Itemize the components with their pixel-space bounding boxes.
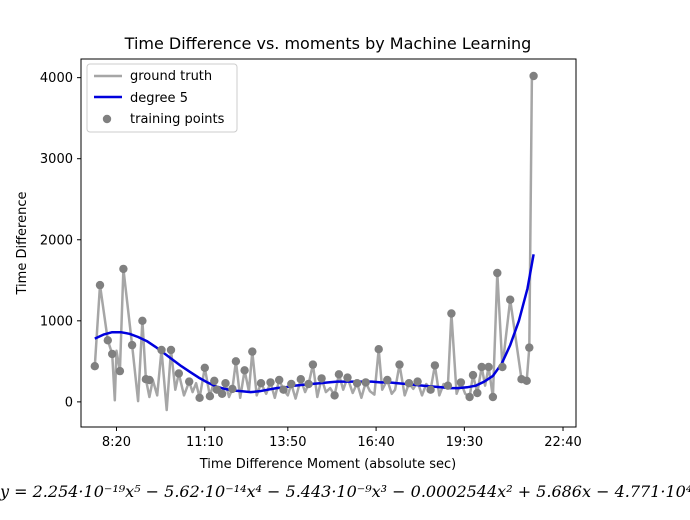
- y-tick-label: 3000: [40, 152, 73, 167]
- training-point: [157, 345, 166, 355]
- chart-title: Time Difference vs. moments by Machine L…: [124, 34, 532, 53]
- x-axis-ticks: 8:20 11:10 13:50 16:40 19:30 22:40: [102, 427, 582, 450]
- legend-label-ground-truth: ground truth: [130, 69, 212, 84]
- training-point: [256, 379, 266, 388]
- training-point: [506, 295, 515, 304]
- training-point: [275, 375, 284, 385]
- training-point: [240, 366, 249, 375]
- training-point: [477, 362, 486, 372]
- plot-frame: [80, 58, 577, 428]
- training-point: [484, 362, 493, 372]
- training-point: [95, 280, 105, 290]
- training-point: [115, 366, 125, 376]
- training-point: [488, 392, 498, 402]
- y-tick-label: 0: [65, 395, 73, 410]
- training-point: [200, 363, 209, 372]
- training-point: [334, 370, 344, 379]
- training-point: [522, 376, 531, 385]
- legend-label-training-points: training points: [130, 112, 225, 127]
- training-point: [383, 375, 392, 385]
- y-axis-label: Time Difference: [15, 192, 30, 296]
- series-line-ground-truth: [93, 74, 534, 412]
- training-point: [231, 357, 241, 366]
- series-layer: [90, 71, 538, 412]
- y-axis-ticks: 0 1000 2000 3000 4000: [40, 71, 81, 410]
- training-point: [217, 389, 227, 398]
- training-point: [138, 316, 147, 325]
- training-point: [430, 361, 440, 370]
- x-axis-label: Time Difference Moment (absolute sec): [199, 457, 456, 472]
- training-point: [374, 345, 383, 354]
- plot-area: [80, 58, 577, 428]
- training-point: [195, 393, 204, 402]
- x-tick-label: 13:50: [269, 435, 306, 450]
- training-point: [279, 385, 288, 394]
- training-point: [493, 268, 502, 278]
- training-point: [119, 264, 128, 274]
- training-point: [127, 340, 137, 350]
- training-point: [404, 379, 414, 388]
- training-point: [361, 378, 370, 387]
- x-tick-label: 16:40: [357, 435, 394, 450]
- legend-label-degree-5: degree 5: [130, 91, 188, 106]
- y-tick-label: 1000: [40, 314, 73, 329]
- y-tick-label: 4000: [40, 71, 73, 86]
- training-point: [473, 388, 482, 398]
- y-tick-label: 2000: [40, 233, 73, 248]
- training-point: [174, 369, 183, 378]
- training-point: [228, 384, 237, 394]
- training-point: [426, 385, 435, 394]
- training-point: [498, 362, 507, 372]
- training-point: [456, 378, 466, 387]
- training-point: [468, 370, 478, 380]
- training-point: [210, 376, 219, 385]
- training-point: [205, 392, 215, 401]
- training-point: [529, 71, 538, 81]
- training-point: [185, 377, 194, 386]
- x-tick-label: 11:10: [186, 435, 223, 450]
- training-point: [248, 347, 257, 356]
- training-point: [108, 349, 117, 359]
- training-point: [352, 379, 362, 388]
- legend-frame: [86, 63, 238, 133]
- training-point: [465, 392, 474, 402]
- training-point: [145, 375, 154, 385]
- training-point: [317, 374, 326, 383]
- training-point: [343, 373, 352, 382]
- training-point: [287, 379, 296, 389]
- training-point: [413, 377, 422, 386]
- fit-equation: y = 2.254·10⁻¹⁹x⁵ − 5.62·10⁻¹⁴x⁴ − 5.443…: [0, 482, 690, 501]
- training-point: [296, 375, 305, 384]
- training-point: [304, 379, 313, 389]
- chart-figure: Time Difference vs. moments by Machine L…: [15, 34, 582, 472]
- training-point: [103, 336, 113, 345]
- training-point: [525, 343, 534, 352]
- series-line-degree-5: [94, 254, 535, 394]
- legend-swatch-training-points: [102, 114, 112, 124]
- x-tick-label: 8:20: [102, 435, 131, 450]
- training-point: [447, 309, 456, 318]
- training-point: [308, 360, 318, 369]
- training-point: [90, 362, 100, 371]
- training-point: [443, 381, 453, 390]
- x-tick-label: 22:40: [544, 435, 581, 450]
- training-point: [221, 379, 230, 388]
- training-point: [330, 391, 339, 400]
- training-point: [266, 378, 275, 387]
- legend: ground truth degree 5 training points: [86, 63, 238, 133]
- x-tick-label: 19:30: [446, 435, 483, 450]
- training-point: [166, 345, 176, 355]
- training-point: [395, 360, 404, 369]
